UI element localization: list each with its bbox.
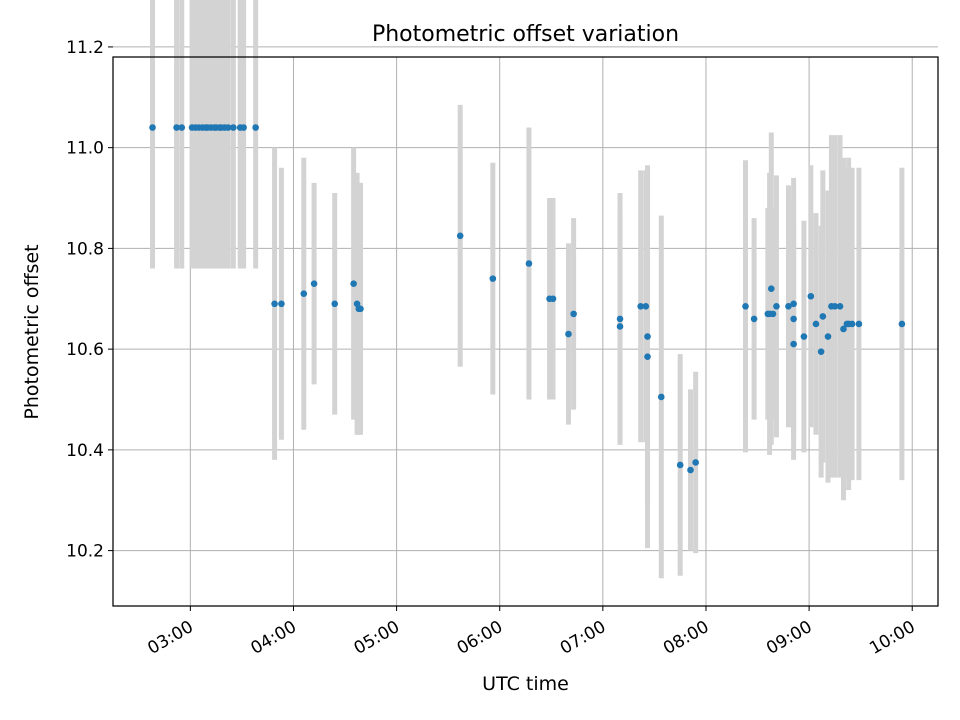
data-point xyxy=(310,280,318,287)
data-point xyxy=(790,315,797,323)
data-point xyxy=(642,303,650,310)
y-tick-label: 11.2 xyxy=(66,38,104,58)
errorbar-layer xyxy=(150,0,905,579)
point-layer xyxy=(149,124,906,474)
data-point xyxy=(549,295,557,303)
data-point xyxy=(767,285,775,292)
data-point xyxy=(742,303,749,310)
data-point xyxy=(692,459,699,466)
y-tick-label: 11.0 xyxy=(66,139,104,159)
data-point xyxy=(616,315,624,323)
data-point xyxy=(836,303,844,310)
data-point xyxy=(790,340,797,348)
data-point xyxy=(773,303,780,310)
data-point xyxy=(300,290,308,298)
x-tick-label: 04:00 xyxy=(248,617,300,659)
y-tick-label: 10.8 xyxy=(66,239,104,259)
data-point xyxy=(840,325,847,333)
data-point xyxy=(570,310,577,318)
data-point xyxy=(800,333,808,340)
data-point xyxy=(657,393,665,401)
data-point xyxy=(230,124,237,131)
x-axis-label: UTC time xyxy=(482,673,569,695)
data-point xyxy=(824,333,832,340)
y-tick-label: 10.6 xyxy=(66,340,104,360)
x-tick-label: 06:00 xyxy=(454,617,506,659)
data-point xyxy=(790,300,797,308)
data-point xyxy=(769,310,777,318)
y-axis-label: Photometric offset xyxy=(21,244,43,420)
data-point xyxy=(637,303,644,310)
data-point xyxy=(812,320,820,328)
data-point xyxy=(173,124,180,131)
data-point xyxy=(676,461,684,469)
data-point xyxy=(357,305,364,313)
x-tick-label: 10:00 xyxy=(866,617,918,659)
data-point xyxy=(331,300,339,308)
x-tick-label: 03:00 xyxy=(144,617,196,659)
data-point xyxy=(278,300,285,308)
data-point xyxy=(252,124,259,131)
data-point xyxy=(898,320,906,328)
data-point xyxy=(807,292,815,300)
x-tick-label: 07:00 xyxy=(557,617,609,659)
data-point xyxy=(855,320,863,328)
data-point xyxy=(616,323,624,330)
data-point xyxy=(224,124,232,131)
data-point xyxy=(785,303,792,310)
data-point xyxy=(525,260,533,267)
data-point xyxy=(489,275,497,282)
y-tick-label: 10.4 xyxy=(66,441,104,461)
data-point xyxy=(831,303,839,310)
data-point xyxy=(819,313,827,320)
data-point xyxy=(687,466,694,474)
data-point xyxy=(817,348,825,355)
x-tick-label: 08:00 xyxy=(660,617,712,659)
data-point xyxy=(750,315,758,323)
data-point xyxy=(240,124,247,131)
chart-title: Photometric offset variation xyxy=(371,22,680,47)
data-point xyxy=(644,353,651,360)
data-point xyxy=(565,330,572,338)
data-point xyxy=(350,280,357,287)
grid-layer xyxy=(113,46,938,606)
data-point xyxy=(353,300,361,308)
axes-frame xyxy=(112,56,939,607)
data-point xyxy=(271,300,278,308)
data-point xyxy=(456,232,464,240)
data-point xyxy=(644,333,651,340)
data-point xyxy=(848,320,856,328)
y-tick-label: 10.2 xyxy=(66,542,104,562)
data-point xyxy=(149,124,156,131)
x-tick-label: 05:00 xyxy=(351,617,403,659)
x-tick-label: 09:00 xyxy=(763,617,815,659)
data-point xyxy=(178,124,186,131)
